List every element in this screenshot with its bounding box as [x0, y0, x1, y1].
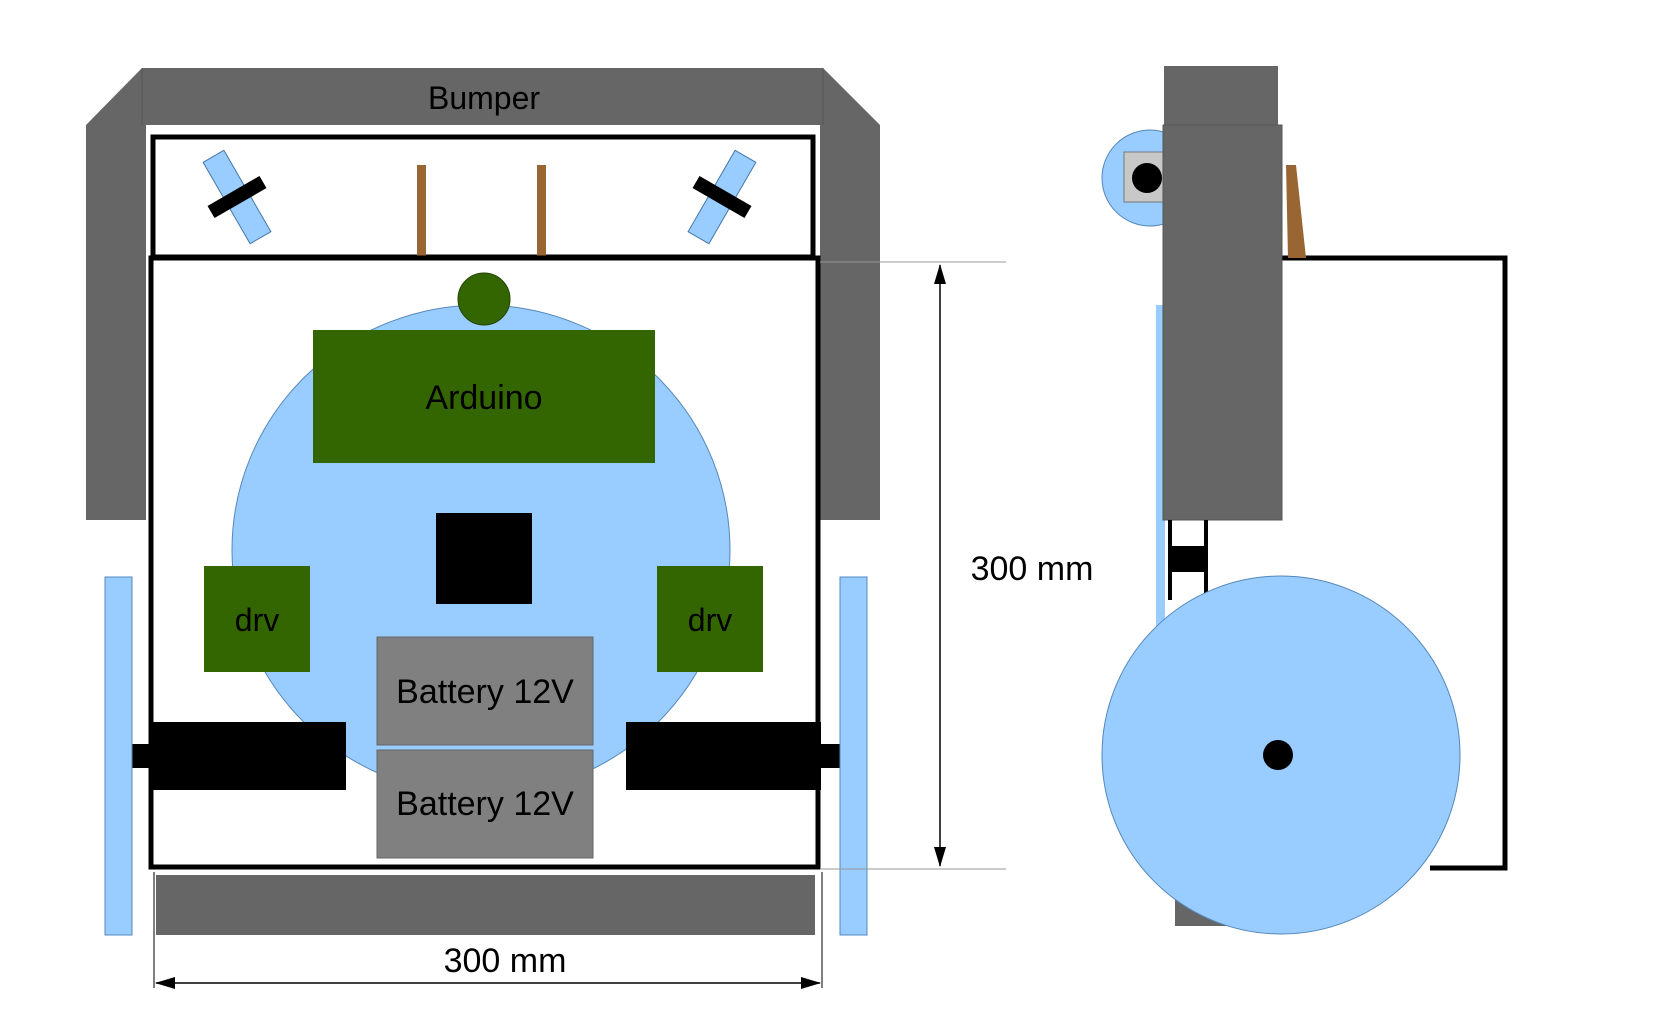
side-view	[1101, 66, 1508, 935]
bumper-label: Bumper	[428, 80, 540, 116]
battery-bottom-label: Battery 12V	[396, 785, 574, 823]
side-bumper-top	[1164, 66, 1278, 125]
arduino-label: Arduino	[425, 379, 542, 417]
caster-wheel	[457, 272, 511, 326]
driver-left	[204, 566, 310, 672]
battery-top-label: Battery 12V	[396, 673, 574, 711]
motor-left-shaft	[132, 744, 154, 768]
motor-right	[626, 722, 821, 790]
wheel-left	[104, 576, 133, 936]
sensor-right-mount	[692, 175, 752, 219]
bumper: Bumper	[86, 68, 880, 520]
center-block	[436, 513, 532, 604]
driver-left-label: drv	[235, 602, 279, 638]
driver-right	[657, 566, 763, 672]
battery-bottom	[376, 749, 594, 859]
sensor-post-left	[417, 165, 426, 257]
bumper-left-arm	[86, 125, 146, 520]
motor-right-shaft	[818, 744, 840, 768]
arduino-board	[313, 330, 655, 463]
side-wheel-axle	[1263, 740, 1293, 770]
side-chassis-outline	[1280, 255, 1508, 871]
width-dimension: 300 mm	[153, 872, 823, 989]
side-bumper-body	[1162, 124, 1283, 521]
side-sensor-lens	[1132, 163, 1162, 193]
side-motor-mount	[1168, 546, 1208, 572]
rear-bar	[156, 875, 815, 935]
height-dimension-label: 300 mm	[971, 550, 1094, 588]
bumper-front-bar	[86, 68, 880, 125]
motor-left	[151, 722, 346, 790]
sensor-left-mount	[207, 175, 267, 219]
sensor-left	[202, 149, 272, 245]
battery-top	[376, 636, 594, 746]
sensor-post-right	[537, 165, 546, 257]
driver-right-label: drv	[688, 602, 732, 638]
top-view: Bumper Arduino drv drv	[86, 68, 1094, 989]
sensor-right	[687, 149, 757, 245]
height-dimension: 300 mm	[820, 261, 1094, 870]
wheel-right	[839, 576, 868, 936]
side-sensor-post	[1286, 165, 1306, 258]
width-dimension-label: 300 mm	[444, 942, 567, 980]
bumper-right-arm	[820, 125, 880, 520]
side-wheel-strip	[1156, 305, 1165, 640]
